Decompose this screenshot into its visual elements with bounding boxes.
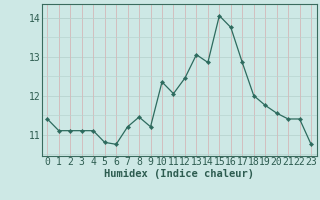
X-axis label: Humidex (Indice chaleur): Humidex (Indice chaleur): [104, 169, 254, 179]
